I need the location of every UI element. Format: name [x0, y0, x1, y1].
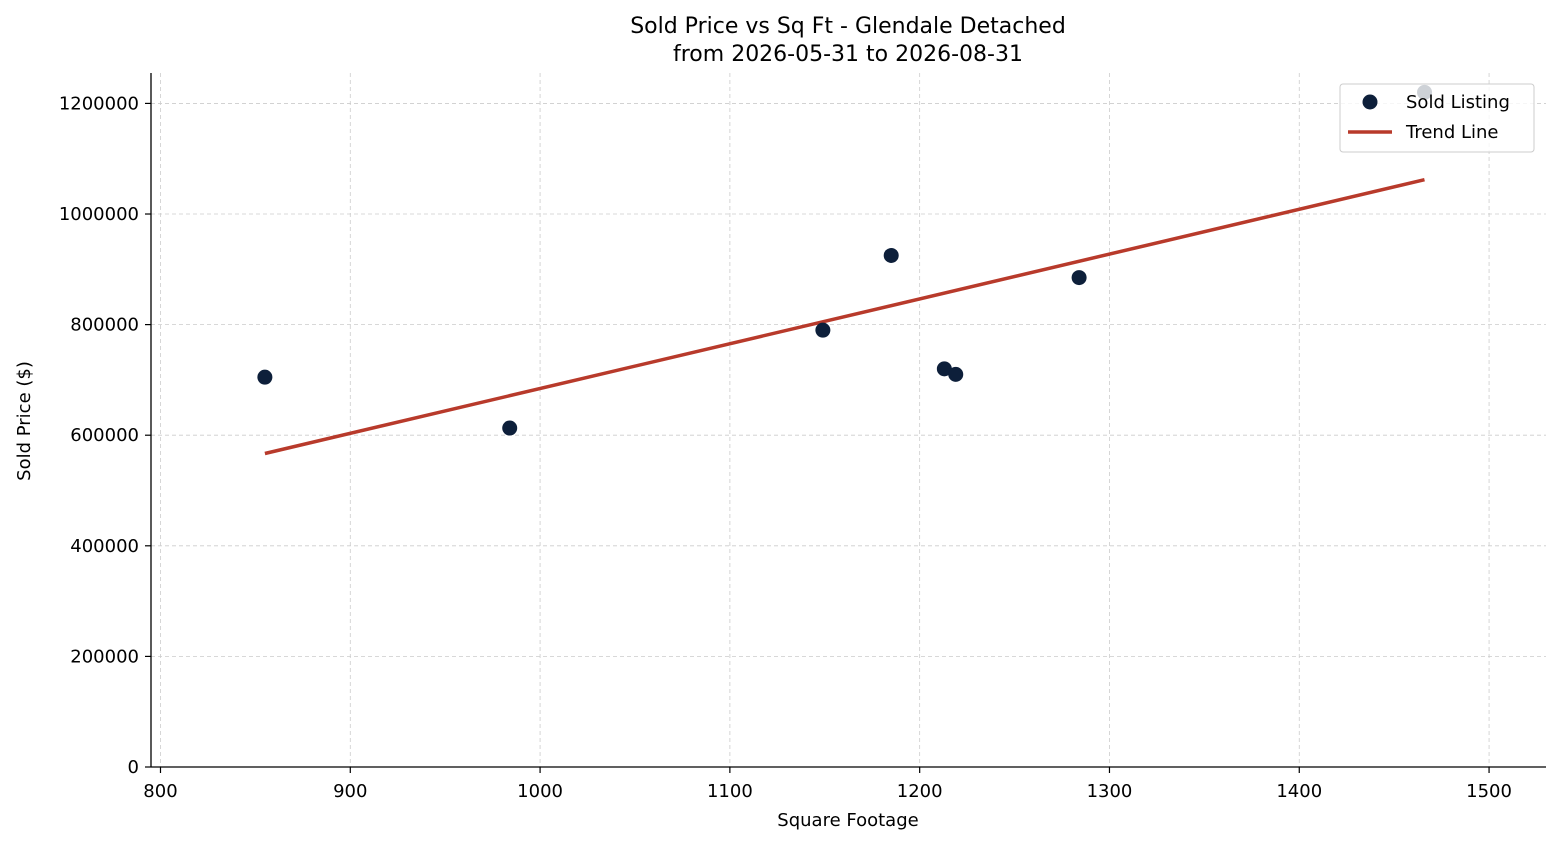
x-tick-label: 1000: [517, 781, 563, 802]
legend-label: Sold Listing: [1406, 92, 1510, 113]
series: [257, 84, 1433, 456]
scatter-point: [883, 247, 899, 263]
x-tick-label: 1300: [1087, 781, 1133, 802]
x-axis-label: Square Footage: [777, 810, 918, 831]
y-tick-label: 0: [128, 757, 139, 778]
grid: [151, 73, 1546, 767]
chart-subtitle: from 2026-05-31 to 2026-08-31: [673, 42, 1023, 67]
x-tick-label: 800: [143, 781, 177, 802]
x-tick-label: 1500: [1466, 781, 1512, 802]
scatter-point: [948, 366, 964, 382]
legend-label: Trend Line: [1405, 122, 1499, 143]
y-axis-label: Sold Price ($): [14, 361, 35, 481]
scatter-point: [257, 369, 273, 385]
x-tick-label: 900: [333, 781, 367, 802]
scatter-point: [815, 322, 831, 338]
ticks: 800 900 1000 1100 1200 1300 1400 1500 0 200000 400…: [59, 93, 1512, 802]
trend-line: [264, 177, 1425, 456]
scatter-point: [502, 420, 518, 436]
y-tick-label: 1000000: [59, 204, 139, 225]
scatter-point: [1071, 270, 1087, 286]
axes: [150, 73, 1546, 768]
y-tick-label: 200000: [70, 646, 139, 667]
legend-marker-scatter: [1362, 94, 1378, 110]
legend-box: [1339, 83, 1535, 153]
x-tick-label: 1400: [1276, 781, 1322, 802]
y-tick-label: 400000: [70, 536, 139, 557]
y-tick-label: 800000: [70, 315, 139, 336]
x-tick-label: 1200: [897, 781, 943, 802]
y-tick-label: 1200000: [59, 93, 139, 114]
x-tick-label: 1100: [707, 781, 753, 802]
y-tick-label: 600000: [70, 425, 139, 446]
legend: Sold Listing Trend Line: [1339, 83, 1535, 153]
chart-title: Sold Price vs Sq Ft - Glendale Detached: [630, 14, 1066, 39]
scatter-point: [936, 361, 952, 377]
